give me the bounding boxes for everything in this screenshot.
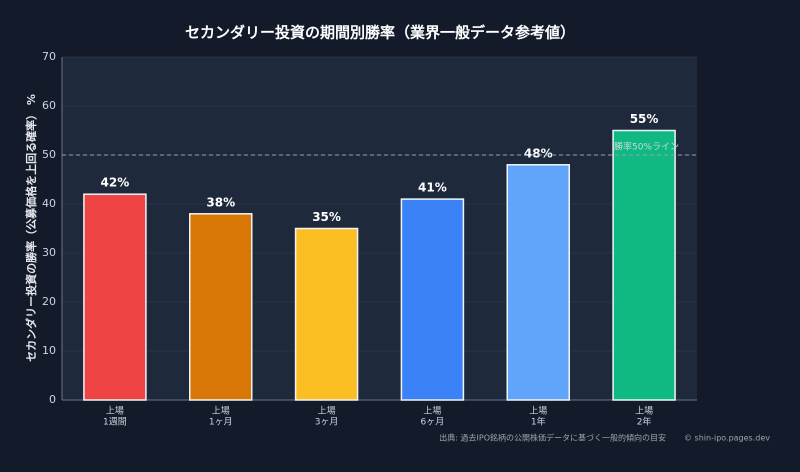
x-tick-label: 上場 (423, 405, 441, 417)
y-tick-label: 40 (42, 197, 56, 210)
x-tick-label: 上場 (318, 405, 336, 417)
value-label: 55% (630, 112, 659, 126)
bar (294, 227, 359, 401)
x-tick-label: 上場 (635, 405, 653, 417)
bar (612, 129, 676, 401)
x-tick-label: 6ヶ月 (421, 417, 445, 428)
value-label: 38% (206, 195, 235, 209)
x-tick-label: 1週間 (103, 417, 127, 428)
credit: © shin-ipo.pages.dev (684, 434, 770, 443)
x-tick-label: 上場 (529, 405, 547, 417)
y-tick-label: 30 (42, 246, 56, 259)
x-tick-label: 上場 (212, 405, 230, 417)
y-tick-label: 60 (42, 99, 56, 112)
reference-label: 勝率50%ライン (614, 141, 679, 153)
bar (400, 198, 465, 401)
x-tick-label: 1年 (531, 416, 546, 428)
source: 出典: 過去IPO銘柄の公開株価データに基づく一般的傾向の目安 (439, 433, 666, 443)
y-axis-label: セカンダリー投資の勝率（公募価格を上回る確率） % (24, 94, 38, 362)
value-label: 42% (101, 176, 130, 190)
chart-title: セカンダリー投資の期間別勝率（業界一般データ参考値） (185, 24, 575, 42)
value-label: 41% (418, 181, 447, 195)
x-tick-label: 1ヶ月 (209, 417, 233, 428)
x-tick-label: 上場 (106, 405, 124, 417)
bar (506, 164, 570, 401)
y-tick-label: 50 (42, 148, 56, 161)
y-tick-label: 0 (49, 393, 56, 406)
x-tick-label: 2年 (637, 416, 652, 428)
value-label: 35% (312, 210, 341, 224)
y-tick-label: 20 (42, 295, 56, 308)
y-tick-label: 70 (42, 50, 56, 63)
bar (189, 213, 253, 401)
x-tick-label: 3ヶ月 (315, 417, 339, 428)
bar (83, 193, 147, 401)
y-tick-label: 10 (42, 344, 56, 357)
value-label: 48% (524, 146, 553, 160)
plot-area (62, 57, 697, 400)
